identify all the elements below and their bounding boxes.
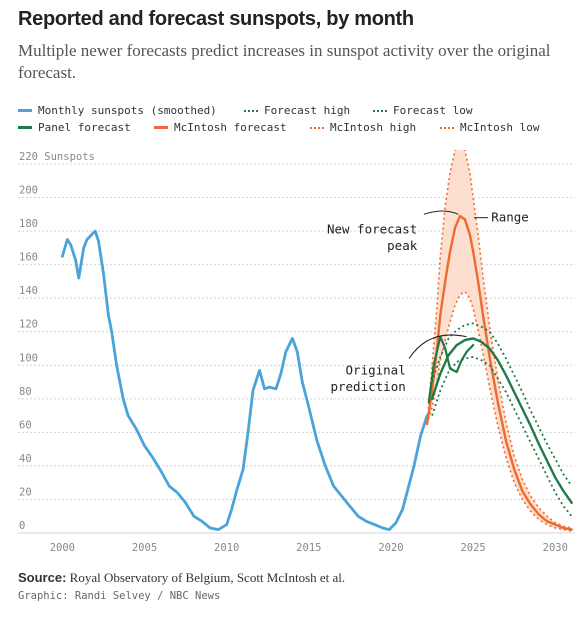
y-tick-label-80: 80 bbox=[19, 386, 32, 398]
legend-swatch-monthly bbox=[18, 109, 32, 112]
y-tick-label-180: 180 bbox=[19, 218, 38, 230]
source-line: Source: Royal Observatory of Belgium, Sc… bbox=[18, 570, 345, 586]
series-forecast-high bbox=[431, 322, 573, 487]
y-tick-label-200: 200 bbox=[19, 185, 38, 197]
legend-label-mcintosh: McIntosh forecast bbox=[174, 121, 287, 134]
legend-item-mcintosh-high: McIntosh high bbox=[310, 121, 416, 134]
legend-swatch-forecast-high bbox=[244, 109, 258, 112]
x-tick-label-2010: 2010 bbox=[214, 542, 239, 554]
annotation-original-line2: prediction bbox=[330, 379, 405, 394]
legend-swatch-mcintosh-high bbox=[310, 126, 324, 129]
chart-subtitle: Multiple newer forecasts predict increas… bbox=[18, 41, 551, 82]
legend: Monthly sunspots (smoothed) Forecast hig… bbox=[18, 104, 578, 138]
x-tick-label-2030: 2030 bbox=[543, 542, 568, 554]
y-tick-label-140: 140 bbox=[19, 285, 38, 297]
series-original-prediction bbox=[427, 335, 475, 404]
x-tick-label-2025: 2025 bbox=[460, 542, 485, 554]
legend-label-forecast-high: Forecast high bbox=[264, 104, 351, 117]
legend-label-panel: Panel forecast bbox=[38, 121, 131, 134]
legend-label-forecast-low: Forecast low bbox=[393, 104, 473, 117]
new-peak-pointer bbox=[423, 210, 459, 215]
credit-line: Graphic: Randi Selvey / NBC News bbox=[18, 590, 221, 602]
annotation-range: Range bbox=[491, 210, 529, 225]
annotation-new-peak-line1: New forecast bbox=[327, 221, 417, 236]
series-panel-forecast bbox=[430, 337, 573, 504]
series-lines bbox=[61, 150, 573, 533]
annotations: Range New forecast peak Original prediction bbox=[327, 210, 529, 394]
y-tick-label-120: 120 bbox=[19, 319, 38, 331]
source-label: Source: bbox=[18, 570, 67, 585]
series-monthly-sunspots bbox=[61, 229, 429, 532]
legend-item-forecast-high: Forecast high bbox=[244, 104, 350, 117]
legend-item-mcintosh-low: McIntosh low bbox=[440, 121, 539, 134]
x-tick-label-2005: 2005 bbox=[132, 542, 157, 554]
chart-title: Reported and forecast sunspots, by month bbox=[18, 8, 414, 30]
axis-labels: 0 20 40 60 80 100 120 140 160 180 200 220 Sunspots 2… bbox=[19, 151, 568, 554]
series-mcintosh-forecast bbox=[425, 214, 573, 531]
legend-swatch-forecast-low bbox=[373, 109, 387, 112]
y-tick-label-220: 220 Sunspots bbox=[19, 151, 95, 163]
x-tick-label-2015: 2015 bbox=[296, 542, 321, 554]
x-tick-label-2020: 2020 bbox=[378, 542, 403, 554]
legend-item-mcintosh: McIntosh forecast bbox=[154, 121, 287, 134]
series-mcintosh-high bbox=[426, 150, 572, 529]
legend-item-forecast-low: Forecast low bbox=[373, 104, 472, 117]
y-tick-label-160: 160 bbox=[19, 252, 38, 264]
y-tick-label-40: 40 bbox=[19, 453, 32, 465]
legend-item-monthly: Monthly sunspots (smoothed) bbox=[18, 104, 217, 117]
annotation-new-peak-line2: peak bbox=[387, 238, 418, 253]
legend-swatch-panel bbox=[18, 126, 32, 129]
x-tick-label-2000: 2000 bbox=[50, 542, 75, 554]
y-tick-label-60: 60 bbox=[19, 419, 32, 431]
legend-label-monthly: Monthly sunspots (smoothed) bbox=[38, 104, 217, 117]
original-prediction-pointer bbox=[408, 334, 467, 359]
legend-swatch-mcintosh bbox=[154, 126, 168, 129]
legend-item-panel: Panel forecast bbox=[18, 121, 131, 134]
mcintosh-range-band bbox=[427, 150, 572, 532]
y-tick-label-0: 0 bbox=[19, 520, 25, 532]
legend-label-mcintosh-high: McIntosh high bbox=[330, 121, 417, 134]
legend-swatch-mcintosh-low bbox=[440, 126, 454, 129]
annotation-original-line1: Original bbox=[346, 362, 406, 377]
y-tick-label-100: 100 bbox=[19, 352, 38, 364]
source-text: Royal Observatory of Belgium, Scott McIn… bbox=[69, 570, 346, 585]
y-tick-label-20: 20 bbox=[19, 486, 32, 498]
legend-label-mcintosh-low: McIntosh low bbox=[460, 121, 540, 134]
mcintosh-range-fill bbox=[427, 150, 572, 532]
